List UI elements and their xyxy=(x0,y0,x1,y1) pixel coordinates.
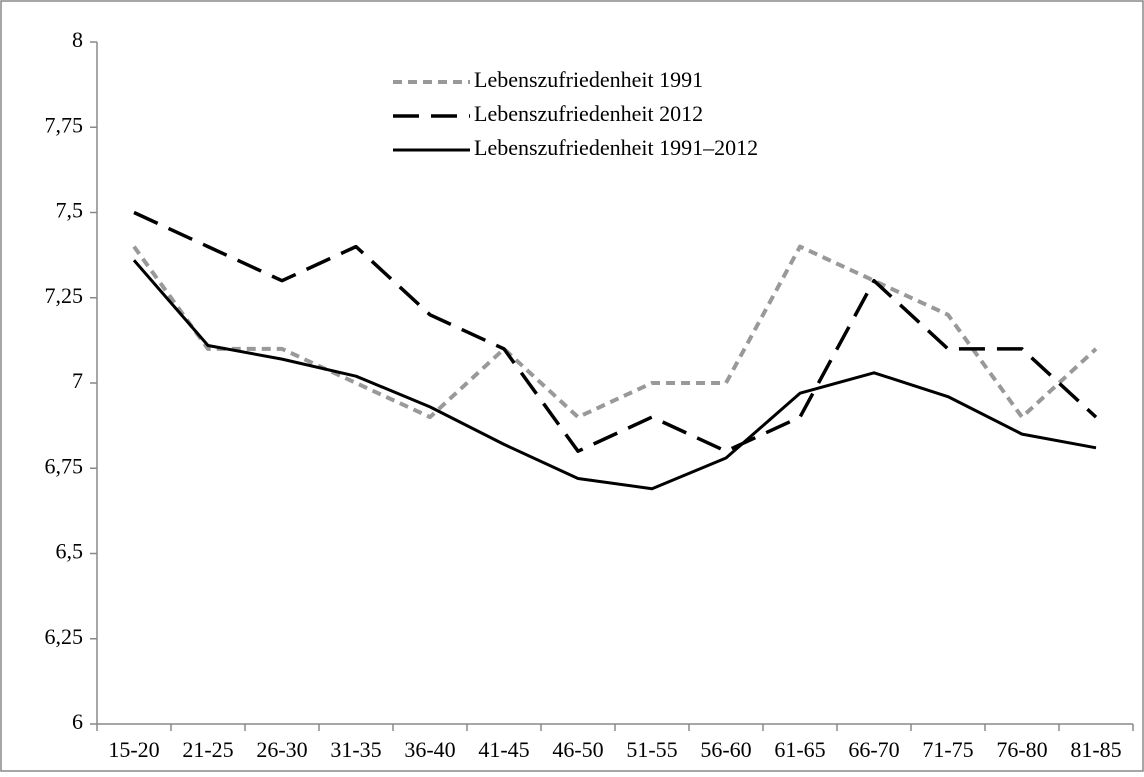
y-tick-label: 7,25 xyxy=(45,283,84,308)
x-tick-label: 36-40 xyxy=(404,737,455,762)
x-tick-label: 56-60 xyxy=(700,737,751,762)
legend-label: Lebenszufriedenheit 1991–2012 xyxy=(474,135,758,160)
series-line xyxy=(132,259,1097,491)
legend-label: Lebenszufriedenheit 2012 xyxy=(474,101,703,126)
y-tick-label: 6,75 xyxy=(45,453,84,478)
x-tick-label: 61-65 xyxy=(774,737,825,762)
x-tick-label: 51-55 xyxy=(626,737,677,762)
legend-label: Lebenszufriedenheit 1991 xyxy=(474,67,703,92)
x-tick-label: 41-45 xyxy=(478,737,529,762)
x-tick-label: 81-85 xyxy=(1070,737,1121,762)
x-tick-label: 21-25 xyxy=(182,737,233,762)
x-tick-label: 31-35 xyxy=(330,737,381,762)
x-tick-label: 71-75 xyxy=(922,737,973,762)
series-line xyxy=(133,210,1098,453)
series-line xyxy=(132,244,1098,420)
y-tick-label: 6,25 xyxy=(45,624,84,649)
y-tick-label: 6,5 xyxy=(56,539,84,564)
y-tick-label: 7 xyxy=(72,368,83,393)
x-tick-label: 15-20 xyxy=(108,737,159,762)
x-tick-label: 76-80 xyxy=(996,737,1047,762)
y-tick-label: 8 xyxy=(72,27,83,52)
x-tick-label: 26-30 xyxy=(256,737,307,762)
y-tick-label: 7,75 xyxy=(45,112,84,137)
y-tick-label: 7,5 xyxy=(56,198,84,223)
x-tick-label: 66-70 xyxy=(848,737,899,762)
x-tick-label: 46-50 xyxy=(552,737,603,762)
y-tick-label: 6 xyxy=(72,709,83,734)
